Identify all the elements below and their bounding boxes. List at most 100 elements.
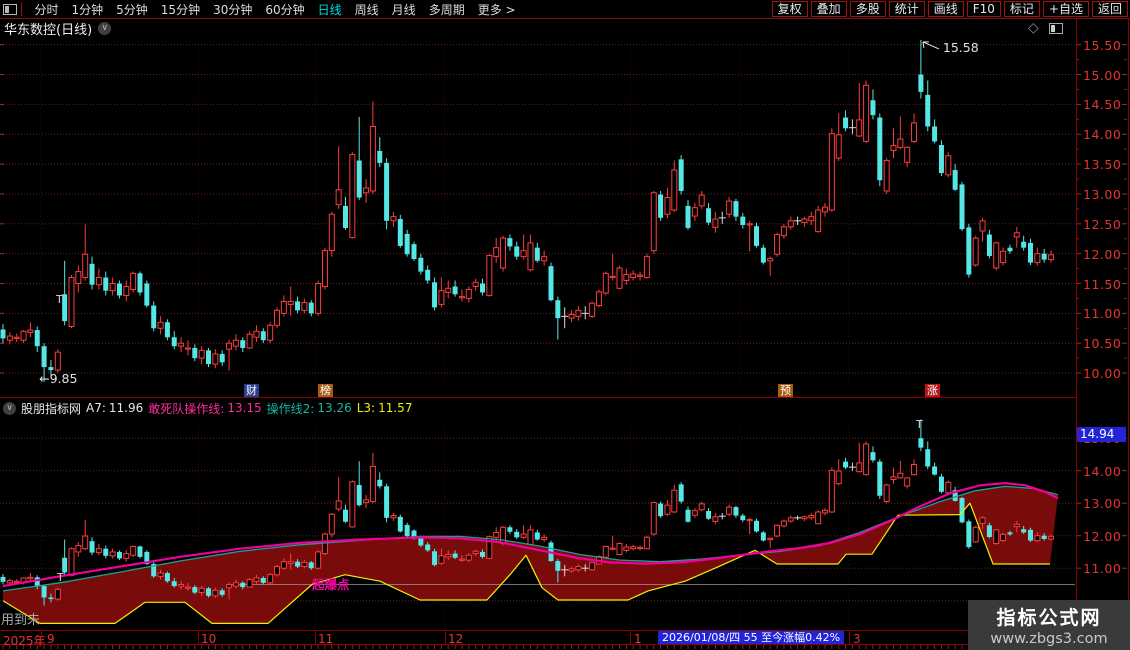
candle — [1048, 535, 1055, 540]
toolbar-button-统计[interactable]: 统计 — [888, 1, 925, 17]
candle — [384, 486, 390, 518]
collapse-panel-icon[interactable]: ∨ — [3, 401, 16, 415]
candle — [650, 192, 657, 252]
toolbar-button-复权[interactable]: 复权 — [771, 1, 808, 17]
svg-text:T: T — [55, 293, 63, 306]
menu-item-5分钟[interactable]: 5分钟 — [116, 2, 148, 17]
candle — [287, 300, 294, 305]
candle — [650, 502, 657, 535]
candle — [62, 557, 68, 573]
hotkey-badge-涨[interactable]: 涨 — [925, 384, 940, 397]
page-title: 华东数控(日线) — [4, 22, 93, 38]
candle — [959, 184, 965, 230]
candle — [6, 335, 13, 341]
menu-bar: 分时 1分钟 5分钟 15分钟 30分钟 60分钟 日线 周线 月线 多周期 更多 > 复权 叠加 多股… — [0, 0, 1130, 18]
price-label: 12.00 — [1083, 246, 1122, 262]
candle — [945, 155, 952, 176]
menu-item-60分钟[interactable]: 60分钟 — [265, 2, 305, 17]
candle — [760, 247, 766, 263]
menu-item-30分钟[interactable]: 30分钟 — [213, 2, 253, 17]
indicator-chart-canvas[interactable]: T T 起爆点 — [0, 418, 1130, 630]
candle — [41, 586, 47, 598]
candle — [726, 200, 733, 215]
panel-layout-icon[interactable] — [3, 3, 17, 15]
candle — [568, 314, 575, 319]
diamond-icon[interactable]: ◇ — [1028, 20, 1039, 36]
cursor-date-tag: 2026/01/08/四 55 至今涨幅0.42% — [658, 631, 845, 644]
chevron-down-icon[interactable]: ∨ — [98, 21, 112, 35]
candle — [808, 515, 815, 519]
toolbar-button-画线[interactable]: 画线 — [927, 1, 964, 17]
candle — [548, 266, 554, 301]
candle — [925, 94, 931, 127]
menu-item-15分钟[interactable]: 15分钟 — [160, 2, 201, 17]
toolbar-button-F10[interactable]: F10 — [966, 1, 1001, 17]
toolbar-button-标记[interactable]: 标记 — [1003, 1, 1040, 17]
candle — [68, 548, 75, 576]
candle — [726, 506, 733, 515]
candle — [952, 490, 958, 501]
candle — [966, 521, 972, 548]
candle — [609, 547, 616, 550]
candle — [520, 533, 527, 538]
hotkey-badge-榜[interactable]: 榜 — [318, 384, 333, 397]
menu-item-周线[interactable]: 周线 — [354, 2, 379, 17]
candle — [356, 160, 362, 198]
main-chart-canvas[interactable]: 15.58 ←9.85 T — [0, 38, 1130, 384]
candle — [1007, 247, 1013, 252]
toolbar-button-+自选[interactable]: +自选 — [1042, 1, 1089, 17]
candle — [643, 256, 650, 279]
candle — [164, 322, 170, 338]
year-label: 2025年 — [3, 634, 46, 648]
menu-item-多周期[interactable]: 多周期 — [428, 2, 465, 17]
candle — [883, 160, 890, 192]
toolbar-button-返回[interactable]: 返回 — [1091, 1, 1128, 17]
candle — [321, 533, 328, 555]
candle — [212, 589, 219, 597]
candle — [458, 296, 465, 299]
candle — [541, 256, 548, 262]
candle — [1013, 232, 1020, 238]
candle — [733, 507, 739, 516]
candle — [959, 498, 965, 523]
menu-item-月线[interactable]: 月线 — [391, 2, 416, 17]
candle — [972, 237, 979, 266]
candle — [472, 550, 479, 555]
price-label: 12.50 — [1083, 216, 1122, 232]
candle — [438, 555, 445, 564]
candle — [828, 133, 835, 211]
candle — [883, 484, 890, 503]
candle — [918, 438, 924, 448]
candle — [315, 283, 322, 314]
candle — [425, 544, 431, 551]
candle — [706, 208, 712, 223]
candle — [870, 100, 876, 116]
strip-separator — [0, 397, 1076, 398]
candle — [164, 573, 170, 582]
candle — [691, 207, 698, 217]
candle — [246, 579, 253, 588]
candle — [458, 558, 465, 561]
price-label: 13.00 — [1083, 186, 1122, 202]
price-label: 12.00 — [1083, 528, 1122, 544]
candle — [178, 583, 185, 587]
menu-item-分时[interactable]: 分时 — [34, 2, 59, 17]
candle — [315, 551, 322, 569]
menu-item-1分钟[interactable]: 1分钟 — [71, 2, 104, 17]
l3-value: 11.57 — [378, 401, 413, 415]
hotkey-badge-财[interactable]: 财 — [244, 384, 259, 397]
maximize-panel-icon[interactable] — [1048, 22, 1063, 34]
candle — [815, 209, 822, 233]
hotkey-badge-预[interactable]: 预 — [778, 384, 793, 397]
toolbar-button-叠加[interactable]: 叠加 — [810, 1, 847, 17]
candle — [198, 349, 205, 359]
menu-item-更多 >[interactable]: 更多 > — [477, 2, 516, 17]
menu-divider — [21, 2, 22, 16]
candle — [363, 187, 370, 194]
candle — [774, 524, 781, 537]
candle — [870, 452, 876, 461]
candle — [349, 154, 356, 239]
candle — [856, 462, 863, 473]
toolbar-button-多股[interactable]: 多股 — [849, 1, 886, 17]
menu-item-日线[interactable]: 日线 — [317, 2, 342, 17]
